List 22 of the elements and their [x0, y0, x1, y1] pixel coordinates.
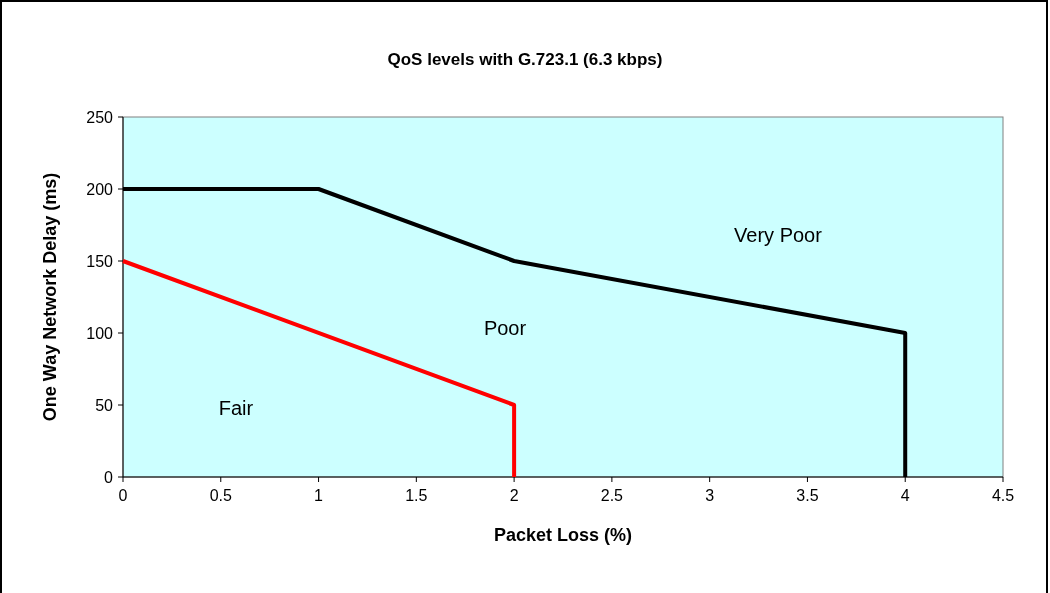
x-tick-label: 1 — [314, 487, 324, 504]
y-tick-label: 50 — [95, 396, 114, 414]
y-axis-title: One Way Network Delay (ms) — [40, 172, 60, 422]
x-tick-label: 2.5 — [600, 487, 624, 504]
chart-title: QoS levels with G.723.1 (6.3 kbps) — [387, 50, 663, 69]
x-tick-label: 4 — [900, 487, 910, 504]
x-tick-label: 1.5 — [405, 487, 428, 504]
y-tick-label: 150 — [86, 252, 114, 270]
y-tick-label: 0 — [104, 468, 114, 486]
x-axis-title: Packet Loss (%) — [493, 525, 633, 545]
annotation: Poor — [483, 317, 527, 339]
x-tick-label: 0 — [118, 487, 128, 504]
annotation: Fair — [218, 397, 254, 419]
y-tick-label: 250 — [86, 108, 114, 126]
annotation: Very Poor — [734, 224, 823, 246]
y-tick-label: 100 — [86, 324, 114, 342]
x-tick-label: 3 — [705, 487, 715, 504]
x-tick-label: 2 — [509, 487, 519, 504]
y-tick-label: 200 — [86, 180, 114, 198]
x-tick-label: 3.5 — [796, 487, 819, 504]
x-tick-label: 4.5 — [991, 487, 1015, 504]
x-tick-label: 0.5 — [209, 487, 232, 504]
